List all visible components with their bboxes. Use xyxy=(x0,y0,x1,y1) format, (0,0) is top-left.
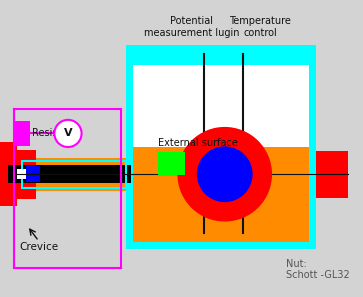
Bar xyxy=(315,158,325,191)
Bar xyxy=(8,165,131,183)
Bar xyxy=(158,152,185,175)
Text: Potential
measurement lugin: Potential measurement lugin xyxy=(143,16,239,37)
Text: Temperature
control: Temperature control xyxy=(229,16,291,37)
Bar xyxy=(15,121,30,146)
Bar xyxy=(13,158,126,191)
Text: V: V xyxy=(64,128,72,138)
Text: Resistor: Resistor xyxy=(32,128,71,138)
Text: Crevice: Crevice xyxy=(19,242,58,252)
Bar xyxy=(133,147,309,242)
Bar xyxy=(15,150,36,198)
Circle shape xyxy=(178,128,271,221)
Circle shape xyxy=(197,147,252,201)
Text: Nut:
Schott -GL32: Nut: Schott -GL32 xyxy=(286,259,350,280)
Bar xyxy=(23,161,126,188)
Bar xyxy=(133,65,309,147)
Circle shape xyxy=(54,120,82,147)
Text: External surface: External surface xyxy=(158,138,238,148)
Bar xyxy=(126,45,315,65)
Bar xyxy=(16,169,26,179)
Bar xyxy=(26,166,40,182)
Bar xyxy=(126,45,315,249)
Bar xyxy=(315,151,348,198)
Bar xyxy=(0,142,16,206)
